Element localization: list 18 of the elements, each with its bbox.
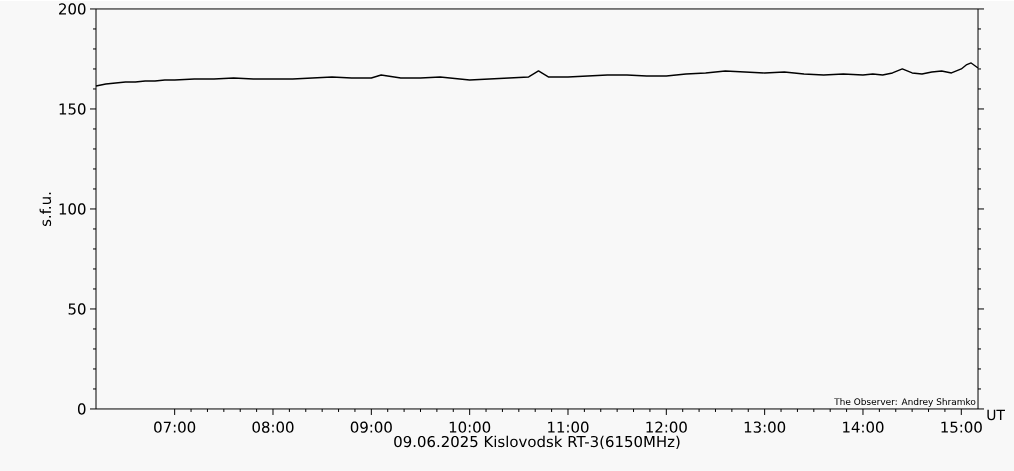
y-tick-label: 0: [77, 403, 86, 415]
x-tick-label: 12:00: [646, 421, 687, 433]
x-tick-label: 15:00: [941, 421, 982, 433]
y-tick-label: 150: [59, 103, 86, 115]
y-tick-label: 200: [59, 3, 86, 15]
y-axis-title: s.f.u.: [39, 192, 52, 227]
annotation: The Observer: Andrey Shramko: [834, 398, 976, 407]
x-tick-label: 09:00: [350, 421, 392, 433]
x-tick-label: 08:00: [252, 421, 294, 433]
x-tick-label: 11:00: [548, 421, 589, 433]
x-tick-label: 07:00: [154, 421, 196, 433]
text: UT: [987, 409, 1005, 421]
y-tick-label: 50: [68, 303, 86, 315]
y-tick-label: 100: [59, 203, 86, 215]
x-axis-title: 09.06.2025 Kislovodsk RT-3(6150MHz): [394, 435, 680, 449]
x-tick-label: 14:00: [843, 421, 884, 433]
x-tick-label: 10:00: [449, 421, 491, 433]
x-tick-label: 13:00: [744, 421, 786, 433]
